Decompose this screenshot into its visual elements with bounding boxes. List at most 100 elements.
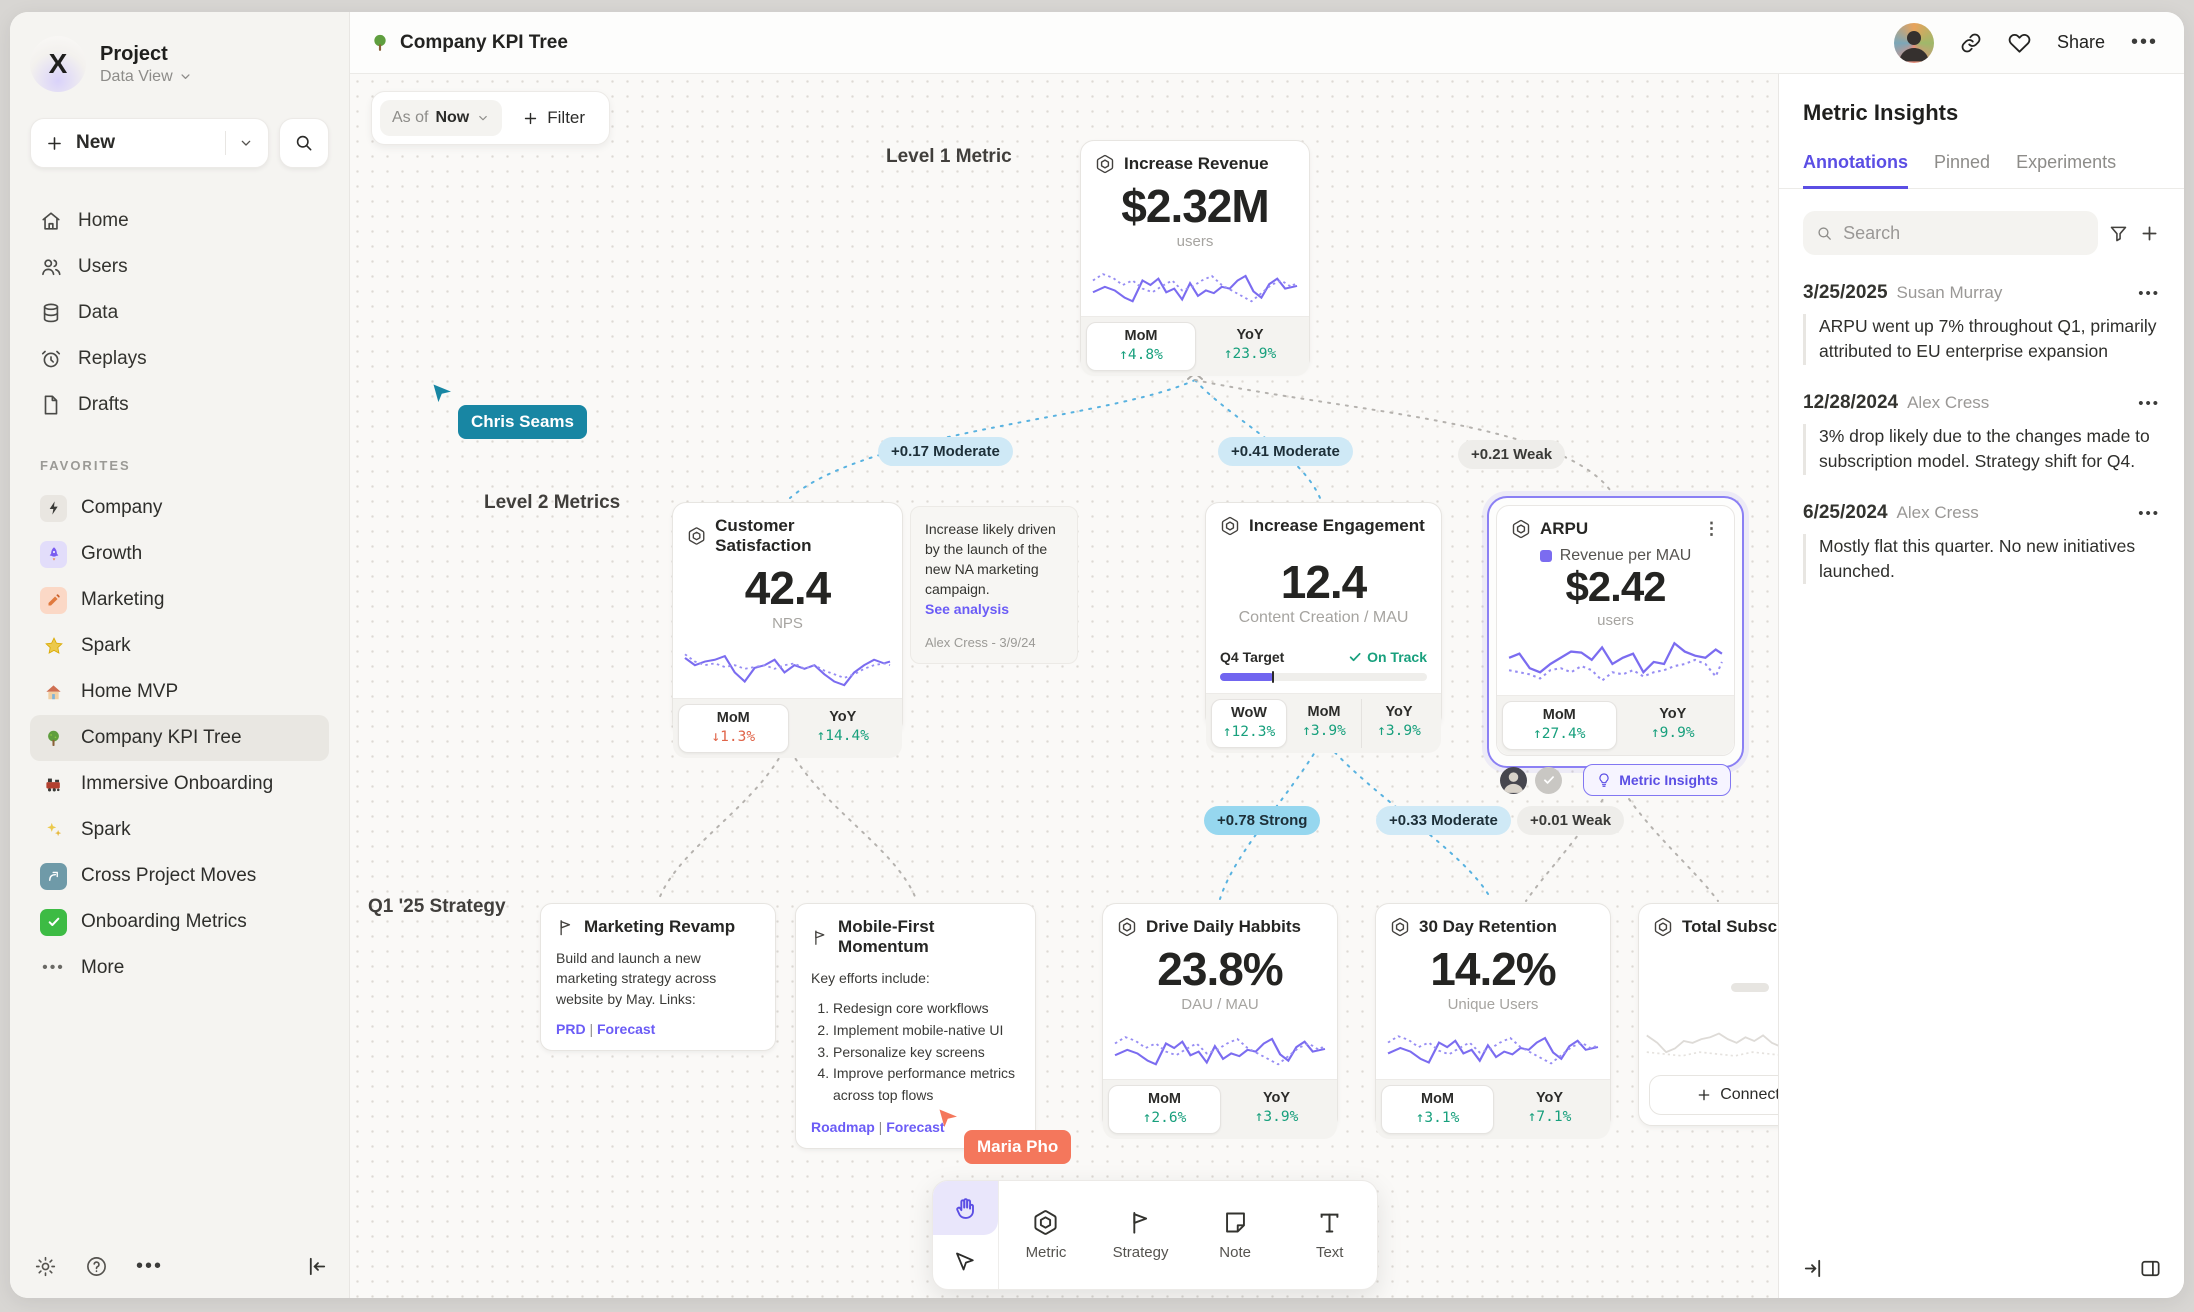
metric-tool-button[interactable]: Metric — [999, 1181, 1094, 1289]
search-button[interactable] — [279, 118, 329, 168]
favorite-onboarding-metrics[interactable]: Onboarding Metrics — [30, 899, 329, 945]
connect-data-button[interactable]: Connect — [1649, 1075, 1778, 1115]
favorite-marketing[interactable]: Marketing — [30, 577, 329, 623]
check-icon — [40, 908, 67, 936]
tab-pinned[interactable]: Pinned — [1934, 152, 1991, 172]
stat-yoy[interactable]: YoY ↑14.4% — [816, 709, 869, 745]
topbar: Company KPI Tree Share ••• — [350, 12, 2184, 74]
stat-yoy[interactable]: YoY ↑3.9% — [1361, 699, 1436, 749]
favorite-company[interactable]: Company — [30, 485, 329, 531]
metric-card-increase-revenue[interactable]: Increase Revenue $2.32M users MoM ↑4.8% Y… — [1080, 140, 1310, 377]
sidebar-item-users[interactable]: Users — [30, 244, 329, 290]
as-of-dropdown[interactable]: As of Now — [380, 100, 503, 136]
annotation-menu-button[interactable]: ••• — [2138, 394, 2160, 412]
strategy-tool-button[interactable]: Strategy — [1093, 1181, 1188, 1289]
project-switcher[interactable]: X Project Data View — [30, 36, 329, 92]
filter-annotations-button[interactable] — [2108, 223, 2129, 244]
more-menu-button[interactable]: ••• — [2130, 31, 2158, 53]
metric-card-30-day-retention[interactable]: 30 Day Retention 14.2% Unique Users MoM ↑… — [1375, 903, 1611, 1140]
annotation-note-card[interactable]: Increase likely driven by the launch of … — [910, 506, 1078, 665]
note-tool-button[interactable]: Note — [1188, 1181, 1283, 1289]
divider — [225, 131, 226, 155]
chevron-down-icon[interactable] — [238, 135, 254, 151]
series-legend: Revenue per MAU — [1497, 547, 1734, 565]
stat-yoy[interactable]: YoY ↑3.9% — [1254, 1090, 1299, 1126]
sidebar-item-data[interactable]: Data — [30, 290, 329, 336]
stat-mom[interactable]: MoM ↓1.3% — [678, 704, 789, 754]
metric-card-customer-satisfaction[interactable]: Customer Satisfaction 42.4 NPS MoM ↓1.3% … — [672, 502, 903, 759]
metric-insights-button[interactable]: Metric Insights — [1583, 764, 1731, 797]
pan-tool-button[interactable] — [933, 1181, 998, 1235]
stat-yoy[interactable]: YoY ↑9.9% — [1650, 706, 1695, 742]
collaborator-cursor-maria-pho: Maria Pho — [938, 1108, 1072, 1164]
sidebar-item-drafts[interactable]: Drafts — [30, 382, 329, 428]
forecast-link[interactable]: Forecast — [596, 1020, 656, 1037]
collapse-panel-button[interactable] — [1801, 1257, 1824, 1280]
favorite-home-mvp[interactable]: Home MVP — [30, 669, 329, 715]
stat-yoy[interactable]: YoY ↑23.9% — [1223, 327, 1277, 363]
favorite-cross-project-moves[interactable]: Cross Project Moves — [30, 853, 329, 899]
add-annotation-button[interactable] — [2139, 223, 2160, 244]
plus-icon — [1698, 1089, 1710, 1101]
stat-mom[interactable]: MoM ↑3.9% — [1302, 704, 1346, 740]
metric-title: Total Subscriptions — [1682, 917, 1778, 936]
sidebar-item-replays[interactable]: Replays — [30, 336, 329, 382]
tab-experiments[interactable]: Experiments — [2016, 152, 2117, 172]
favorite-immersive-onboarding[interactable]: Immersive Onboarding — [30, 761, 329, 807]
metric-card-increase-engagement[interactable]: Increase Engagement 12.4 Content Creatio… — [1205, 502, 1442, 754]
stat-mom[interactable]: MoM ↑27.4% — [1502, 701, 1617, 751]
project-view-selector[interactable]: Data View — [100, 68, 193, 86]
stat-mom[interactable]: MoM ↑4.8% — [1086, 322, 1196, 372]
stat-mom[interactable]: MoM ↑2.6% — [1108, 1085, 1221, 1135]
annotation-menu-button[interactable]: ••• — [2138, 504, 2160, 522]
user-avatar[interactable] — [1893, 22, 1934, 63]
favorite-growth[interactable]: Growth — [30, 531, 329, 577]
card-menu-button[interactable]: ⋮ — [1703, 519, 1720, 538]
annotation-menu-button[interactable]: ••• — [2138, 285, 2160, 302]
kpi-tree-canvas[interactable]: As of Now Filter Level 1 Metric Level 2 … — [350, 74, 1778, 1298]
metric-card-arpu-selected[interactable]: ARPU ⋮ Revenue per MAU $2.42 users — [1487, 496, 1744, 797]
funnel-icon — [2110, 226, 2127, 241]
annotation-item[interactable]: 12/28/2024 Alex Cress ••• 3% drop likely… — [1803, 392, 2160, 475]
strategy-card-marketing-revamp[interactable]: Marketing Revamp Build and launch a new … — [540, 903, 776, 1051]
avatar-person — [1898, 30, 1929, 61]
forecast-link[interactable]: Forecast — [886, 1118, 945, 1135]
new-button[interactable]: New — [30, 118, 269, 168]
see-analysis-link[interactable]: See analysis — [925, 600, 1010, 617]
add-filter-button[interactable]: Filter — [506, 108, 601, 128]
collapse-sidebar-button[interactable] — [306, 1255, 329, 1278]
ellipsis-icon: ••• — [136, 1255, 164, 1277]
metric-card-total-subscriptions[interactable]: Total Subscriptions Connect — [1638, 903, 1778, 1126]
metric-card-drive-daily-habbits[interactable]: Drive Daily Habbits 23.8% DAU / MAU MoM ↑… — [1102, 903, 1338, 1140]
share-button[interactable]: Share — [2056, 32, 2105, 52]
toggle-panel-layout-button[interactable] — [2139, 1257, 2162, 1280]
strategy-title: Mobile-First Momentum — [838, 917, 935, 956]
copy-link-button[interactable] — [1960, 32, 1982, 54]
favorite-spark-2[interactable]: Spark — [30, 807, 329, 853]
stat-mom[interactable]: MoM ↑3.1% — [1381, 1085, 1494, 1135]
select-tool-button[interactable] — [933, 1235, 998, 1289]
annotation-item[interactable]: 3/25/2025 Susan Murray ••• ARPU went up … — [1803, 282, 2160, 365]
strategy-card-mobile-first-momentum[interactable]: Mobile-First Momentum Key efforts includ… — [795, 903, 1036, 1149]
tab-annotations[interactable]: Annotations — [1803, 152, 1908, 189]
annotation-item[interactable]: 6/25/2024 Alex Cress ••• Mostly flat thi… — [1803, 502, 2160, 585]
favorites-more[interactable]: ••• More — [30, 945, 329, 991]
settings-button[interactable] — [34, 1255, 57, 1278]
roadmap-link[interactable]: Roadmap — [811, 1118, 875, 1135]
favorite-spark[interactable]: Spark — [30, 623, 329, 669]
on-track-status: On Track — [1348, 649, 1427, 665]
cursor-arrow-icon — [939, 1109, 957, 1128]
annotations-search[interactable] — [1803, 211, 2098, 255]
more-options-button[interactable]: ••• — [136, 1255, 163, 1278]
sidebar: X Project Data View New — [10, 12, 350, 1298]
avatar-person — [1503, 771, 1524, 793]
stat-wow[interactable]: WoW ↑12.3% — [1211, 699, 1287, 749]
prd-link[interactable]: PRD — [556, 1020, 586, 1037]
text-tool-button[interactable]: Text — [1282, 1181, 1377, 1289]
favorite-button[interactable] — [2008, 31, 2031, 54]
sidebar-item-home[interactable]: Home — [30, 198, 329, 244]
stat-yoy[interactable]: YoY ↑7.1% — [1527, 1090, 1572, 1126]
help-button[interactable] — [85, 1255, 108, 1278]
favorite-company-kpi-tree[interactable]: Company KPI Tree — [30, 715, 329, 761]
search-input[interactable] — [1843, 222, 2085, 244]
